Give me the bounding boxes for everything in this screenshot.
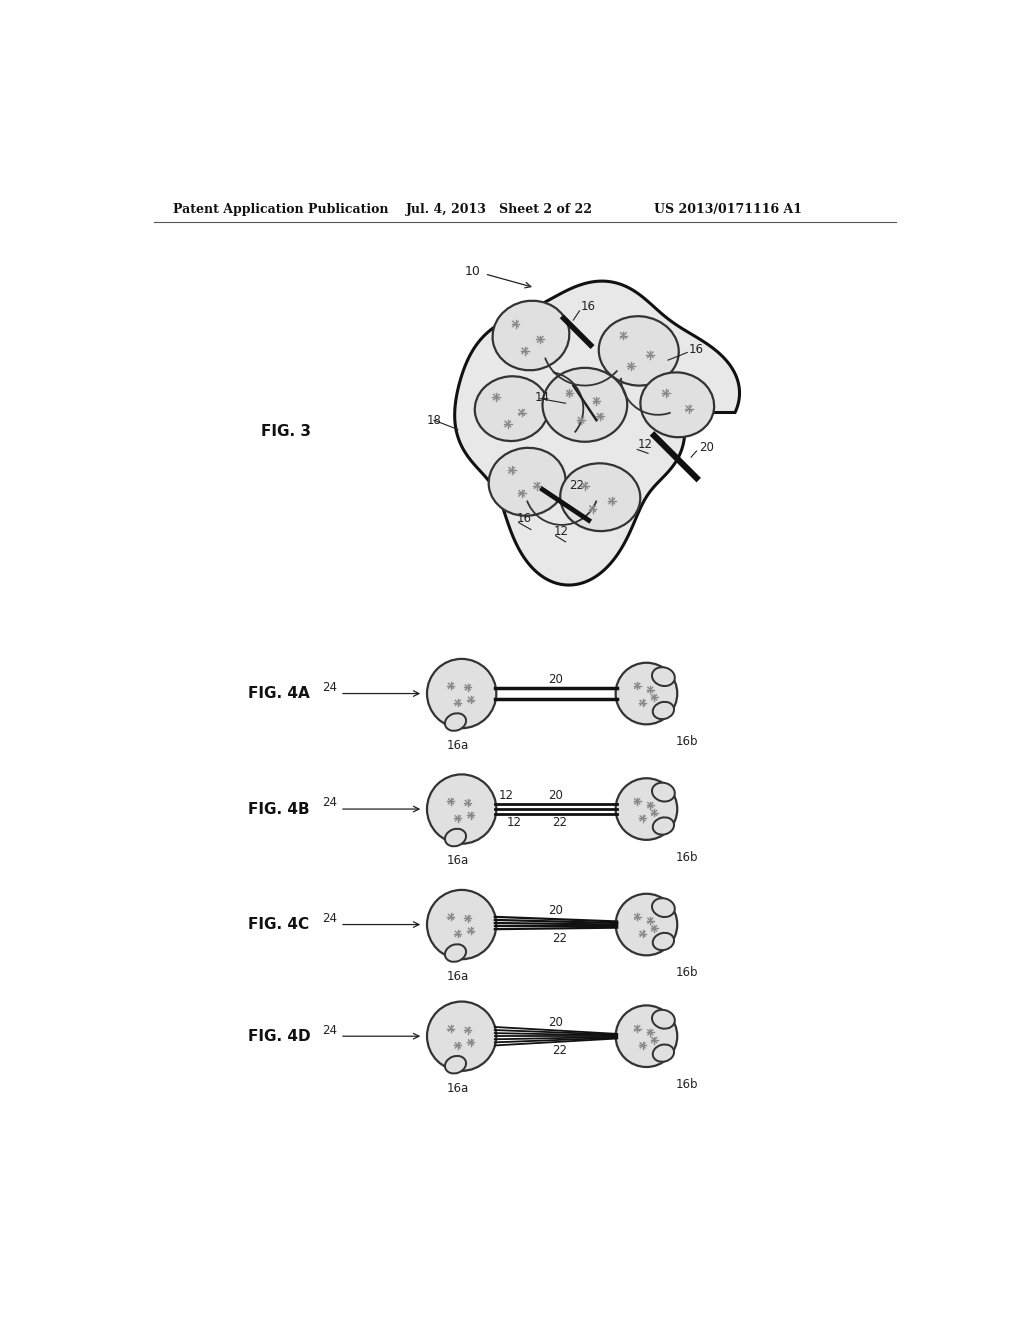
Text: 18: 18 [427,413,442,426]
Circle shape [615,894,677,956]
Circle shape [427,775,497,843]
Ellipse shape [445,713,466,731]
Ellipse shape [652,1010,675,1028]
Ellipse shape [543,368,628,442]
Text: 16b: 16b [675,850,697,863]
Text: 24: 24 [322,1023,337,1036]
Text: 22: 22 [552,816,567,829]
Text: 12: 12 [506,816,521,829]
Ellipse shape [475,376,549,441]
Circle shape [615,1006,677,1067]
Text: 16b: 16b [675,1077,697,1090]
Text: US 2013/0171116 A1: US 2013/0171116 A1 [654,203,802,216]
Text: 20: 20 [549,1016,563,1028]
Text: 10: 10 [465,265,481,279]
Text: 22: 22 [552,932,567,945]
Text: 16a: 16a [446,739,469,752]
Text: 16: 16 [517,512,532,525]
Ellipse shape [493,301,569,371]
Text: 20: 20 [549,904,563,917]
Text: FIG. 4C: FIG. 4C [248,917,308,932]
Text: 24: 24 [322,681,337,694]
Text: FIG. 4A: FIG. 4A [248,686,309,701]
Text: Patent Application Publication: Patent Application Publication [173,203,388,216]
Ellipse shape [652,702,674,719]
Text: FIG. 3: FIG. 3 [261,424,311,440]
Text: 20: 20 [698,441,714,454]
Text: 14: 14 [535,391,550,404]
Polygon shape [455,281,739,585]
Text: 12: 12 [499,788,514,801]
Text: 16b: 16b [675,966,697,979]
Ellipse shape [445,829,466,846]
Ellipse shape [652,933,674,950]
Ellipse shape [445,944,466,962]
Text: Jul. 4, 2013   Sheet 2 of 22: Jul. 4, 2013 Sheet 2 of 22 [407,203,593,216]
Ellipse shape [445,1056,466,1073]
Text: 12: 12 [637,438,652,451]
Ellipse shape [652,783,675,801]
Text: 16a: 16a [446,854,469,867]
Text: 24: 24 [322,912,337,925]
Circle shape [615,663,677,725]
Ellipse shape [652,898,675,917]
Text: 12: 12 [554,525,569,539]
Text: 16a: 16a [446,1081,469,1094]
Ellipse shape [488,447,565,516]
Ellipse shape [652,1044,674,1061]
Text: 20: 20 [549,788,563,801]
Circle shape [427,1002,497,1071]
Text: 22: 22 [569,479,585,492]
Ellipse shape [560,463,640,531]
Text: 16b: 16b [675,735,697,748]
Ellipse shape [599,317,679,385]
Text: 22: 22 [552,1044,567,1056]
Ellipse shape [652,667,675,686]
Text: 16: 16 [581,300,596,313]
Ellipse shape [652,817,674,834]
Text: 16a: 16a [446,970,469,983]
Text: FIG. 4B: FIG. 4B [248,801,309,817]
Text: 24: 24 [322,796,337,809]
Circle shape [615,779,677,840]
Text: FIG. 4D: FIG. 4D [248,1028,310,1044]
Ellipse shape [640,372,714,437]
Circle shape [427,890,497,960]
Text: 16: 16 [689,343,703,356]
Circle shape [427,659,497,729]
Text: 20: 20 [549,673,563,686]
